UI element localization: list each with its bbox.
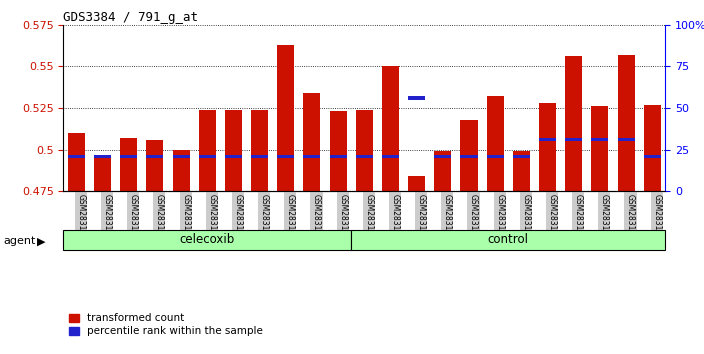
Bar (277, 45, 294, 191)
Text: GDS3384 / 791_g_at: GDS3384 / 791_g_at (63, 11, 199, 24)
Bar (643, 155, 660, 158)
Text: control: control (488, 233, 529, 246)
Bar (94, 155, 111, 158)
Text: agent: agent (4, 236, 36, 246)
Bar (172, 155, 189, 158)
Text: GSM283145: GSM283145 (286, 194, 295, 240)
Text: GSM283149: GSM283149 (652, 194, 661, 240)
Bar (617, 138, 634, 141)
Text: GSM283132: GSM283132 (129, 194, 138, 240)
Bar (251, 155, 268, 158)
Bar (277, 155, 294, 158)
Bar (486, 96, 503, 191)
Bar (408, 176, 425, 191)
Bar (68, 155, 85, 158)
Bar (565, 56, 582, 191)
Bar (94, 158, 111, 191)
Bar (303, 155, 320, 158)
Text: GSM283139: GSM283139 (495, 194, 504, 240)
Text: GSM283133: GSM283133 (443, 194, 452, 240)
Text: GSM283127: GSM283127 (77, 194, 85, 240)
Bar (539, 103, 556, 191)
Bar (408, 96, 425, 99)
Bar (591, 138, 608, 141)
Text: GSM283138: GSM283138 (234, 194, 242, 240)
Bar (120, 138, 137, 191)
Text: GSM283131: GSM283131 (417, 194, 426, 240)
Bar (329, 111, 346, 191)
Text: GSM283130: GSM283130 (391, 194, 399, 240)
Text: GSM283136: GSM283136 (207, 194, 216, 240)
Bar (225, 110, 242, 191)
Bar (303, 93, 320, 191)
Text: GSM283146: GSM283146 (626, 194, 635, 240)
Text: GSM283140: GSM283140 (522, 194, 530, 240)
Text: celecoxib: celecoxib (180, 233, 235, 246)
Text: GSM283142: GSM283142 (260, 194, 269, 240)
Legend: transformed count, percentile rank within the sample: transformed count, percentile rank withi… (68, 313, 263, 336)
Bar (172, 149, 189, 191)
Text: GSM283143: GSM283143 (574, 194, 583, 240)
Bar (199, 155, 216, 158)
Bar (251, 110, 268, 191)
Bar (356, 110, 373, 191)
Bar (382, 66, 399, 191)
Bar (513, 151, 530, 191)
Bar (486, 155, 503, 158)
Text: GSM283129: GSM283129 (103, 194, 112, 240)
Bar (68, 133, 85, 191)
Bar (146, 139, 163, 191)
Bar (351, 230, 665, 250)
Bar (63, 230, 351, 250)
Bar (146, 155, 163, 158)
Bar (329, 155, 346, 158)
Bar (199, 110, 216, 191)
Bar (120, 155, 137, 158)
Text: ▶: ▶ (37, 236, 46, 246)
Text: GSM283134: GSM283134 (155, 194, 164, 240)
Text: GSM283137: GSM283137 (469, 194, 478, 240)
Text: GSM283141: GSM283141 (548, 194, 557, 240)
Bar (591, 106, 608, 191)
Bar (617, 55, 634, 191)
Bar (434, 151, 451, 191)
Bar (539, 138, 556, 141)
Bar (225, 155, 242, 158)
Bar (513, 155, 530, 158)
Text: GSM283128: GSM283128 (365, 194, 373, 240)
Text: GSM283144: GSM283144 (600, 194, 609, 240)
Bar (565, 138, 582, 141)
Text: GSM283148: GSM283148 (338, 194, 347, 240)
Bar (434, 155, 451, 158)
Bar (382, 155, 399, 158)
Text: GSM283135: GSM283135 (181, 194, 190, 240)
Bar (643, 105, 660, 191)
Bar (460, 155, 477, 158)
Text: GSM283147: GSM283147 (312, 194, 321, 240)
Bar (460, 120, 477, 191)
Bar (356, 155, 373, 158)
